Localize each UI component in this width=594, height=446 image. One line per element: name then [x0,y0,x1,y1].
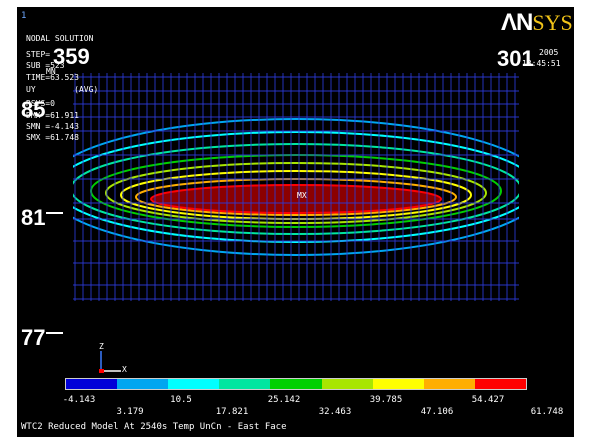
legend-swatch [168,379,220,389]
legend-swatch [270,379,322,389]
mn-marker-label: MN [46,67,56,76]
legend-swatch [321,379,373,389]
plot-area[interactable]: 1 NODAL SOLUTION STEP= SUB =523 TIME=63.… [17,7,574,437]
tick-77 [46,332,63,334]
plot-title: WTC2 Reduced Model At 2540s Temp UnCn - … [21,422,287,432]
info-title: NODAL SOLUTION [26,34,94,43]
legend-swatch [474,379,526,389]
info-sub: SUB =523 [26,61,65,70]
legend-label-top-0: -4.143 [62,395,96,405]
legend-label-top-2: 25.142 [267,395,301,405]
info-uy: UY (AVG) [26,85,99,94]
tick-81 [46,212,63,214]
logo-sys: SYS [532,10,573,35]
overlay-number-359: 359 [53,44,90,69]
date-year: 2005 [539,48,559,57]
legend-label-bottom-4: 61.748 [530,407,564,417]
legend-label-bottom-2: 32.463 [318,407,352,417]
logo-an: ΛN [501,9,533,36]
axis-triad [99,351,121,373]
mx-marker-label: MX [297,191,307,200]
overlay-number-77: 77 [21,325,46,350]
info-smn: SMN =-4.143 [26,122,79,131]
info-step: STEP= [26,50,51,59]
date-time: 13:45:51 [522,59,561,68]
contour-band-yellowgreen [105,162,487,224]
legend-swatch [423,379,475,389]
triad-x-label: X [122,365,127,374]
legend-label-top-1: 10.5 [170,395,192,405]
legend-swatch [372,379,424,389]
triad-z-label: Z [99,342,104,351]
legend-colorbar [65,378,527,390]
legend-label-bottom-0: 3.179 [116,407,144,417]
contour-band-red [150,184,442,214]
legend-label-top-4: 54.427 [471,395,505,405]
info-dmx: DMX =61.911 [26,111,79,120]
contour-band-lightblue [73,118,519,256]
mesh-horizontal-lines [73,76,519,300]
contour-plot [73,73,519,301]
legend-label-bottom-3: 47.106 [420,407,454,417]
info-smx: SMX =61.748 [26,133,79,142]
info-time: TIME=63.523 [26,73,79,82]
window-number: 1 [21,11,27,21]
contour-band-cyan [73,131,519,243]
legend-label-top-3: 39.785 [369,395,403,405]
legend-swatch [117,379,169,389]
legend-swatch [219,379,271,389]
overlay-number-81: 81 [21,205,46,230]
ansys-logo: ΛNSYS [501,11,573,35]
legend-swatch [66,379,118,389]
contour-band-teal [73,143,519,235]
overlay-number-301: 301 [497,46,534,71]
info-rsys: RSYS=0 [26,99,55,108]
legend-label-bottom-1: 17.821 [215,407,249,417]
overlay-number-85: 85 [21,97,46,122]
